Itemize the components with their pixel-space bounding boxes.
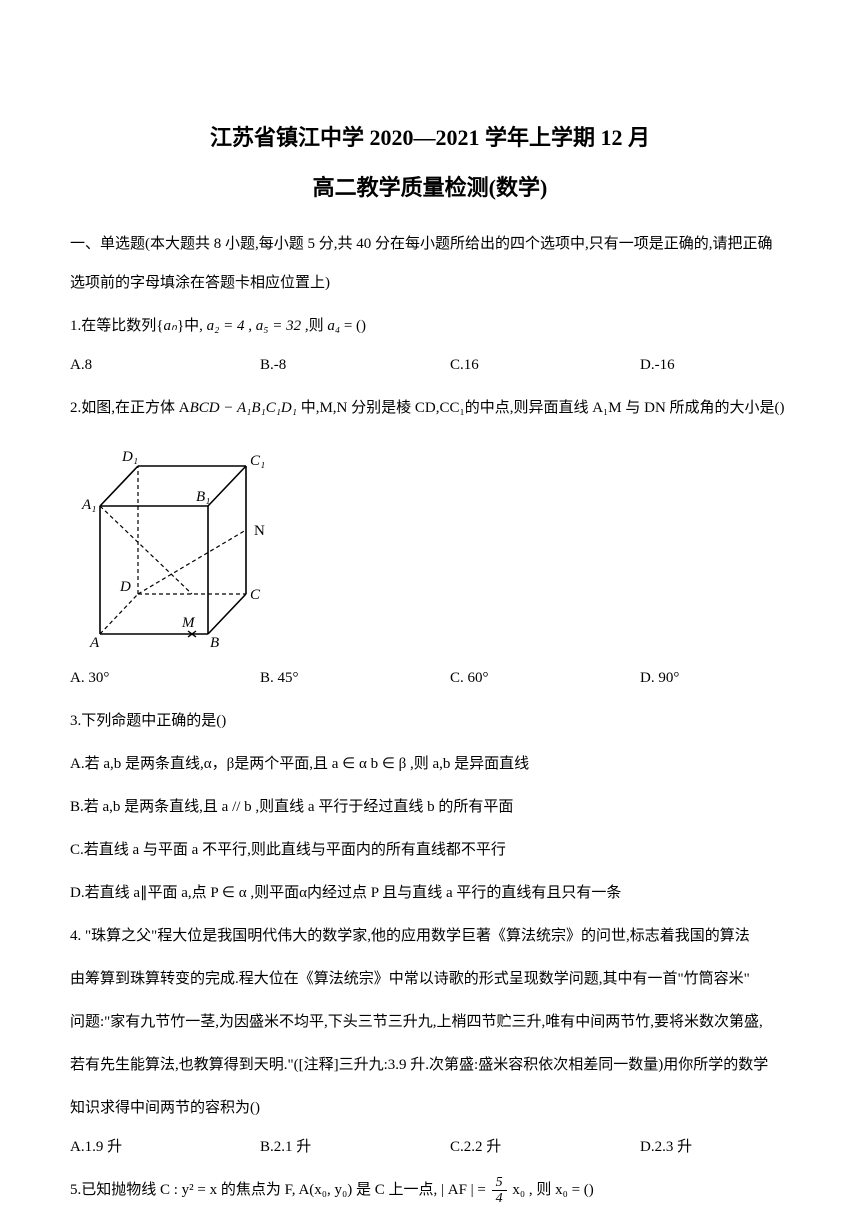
q1-option-b: B.-8 bbox=[260, 349, 450, 382]
svg-text:N: N bbox=[254, 523, 265, 539]
cube-figure: A B C D A₁ B₁ C₁ D₁ M N bbox=[78, 439, 790, 654]
q5-mid: x₀ , 则 x₀ = () bbox=[509, 1182, 594, 1198]
svg-text:C₁: C₁ bbox=[250, 453, 265, 469]
question-2: 2.如图,在正方体 ABCD − A₁B₁C₁D₁ 中,M,N 分别是棱 CD,… bbox=[70, 392, 790, 425]
q2-option-a: A. 30° bbox=[70, 662, 260, 695]
q1-a2: a₂ = 4 bbox=[207, 318, 245, 334]
q5-frac-den: 4 bbox=[492, 1191, 507, 1206]
q1-pre: 1.在等比数列{ bbox=[70, 318, 163, 334]
q1-a4: a₄ bbox=[327, 318, 340, 334]
q1-an: aₙ bbox=[163, 318, 176, 334]
svg-text:B: B bbox=[210, 635, 219, 649]
q1-eq: = () bbox=[340, 318, 366, 334]
q4-l4: 若有先生能算法,也教算得到天明."([注释]三升九:3.9 升.次第盛:盛米容积… bbox=[70, 1049, 790, 1082]
q2-options: A. 30° B. 45° C. 60° D. 90° bbox=[70, 662, 790, 695]
q4-l3: 问题:"家有九节竹一茎,为因盛米不均平,下头三节三升九,上梢四节贮三升,唯有中间… bbox=[70, 1006, 790, 1039]
q2-option-d: D. 90° bbox=[640, 662, 790, 695]
q4-option-b: B.2.1 升 bbox=[260, 1131, 450, 1164]
svg-text:B₁: B₁ bbox=[196, 489, 210, 505]
q2-option-c: C. 60° bbox=[450, 662, 640, 695]
question-5: 5.已知抛物线 C : y² = x 的焦点为 F, A(x₀, y₀) 是 C… bbox=[70, 1174, 790, 1207]
q4-l2: 由筹算到珠算转变的完成.程大位在《算法统宗》中常以诗歌的形式呈现数学问题,其中有… bbox=[70, 963, 790, 996]
q3-option-b: B.若 a,b 是两条直线,且 a // b ,则直线 a 平行于经过直线 b … bbox=[70, 791, 790, 824]
question-3: 3.下列命题中正确的是() bbox=[70, 705, 790, 738]
q1-option-d: D.-16 bbox=[640, 349, 790, 382]
section-instructions-l1: 一、单选题(本大题共 8 小题,每小题 5 分,共 40 分在每小题所给出的四个… bbox=[70, 228, 790, 261]
svg-text:C: C bbox=[250, 587, 261, 603]
q5-pre: 5.已知抛物线 C : y² = x 的焦点为 F, A(x₀, y₀) 是 C… bbox=[70, 1182, 490, 1198]
section-instructions-l2: 选项前的字母填涂在答题卡相应位置上) bbox=[70, 267, 790, 300]
q5-frac-num: 5 bbox=[492, 1175, 507, 1191]
title-line-2: 高二教学质量检测(数学) bbox=[70, 170, 790, 202]
q1-a5: a₅ = 32 bbox=[256, 318, 301, 334]
q3-option-c: C.若直线 a 与平面 a 不平行,则此直线与平面内的所有直线都不平行 bbox=[70, 834, 790, 867]
svg-text:A₁: A₁ bbox=[81, 497, 96, 513]
q4-l1: 4. "珠算之父"程大位是我国明代伟大的数学家,他的应用数学巨著《算法统宗》的问… bbox=[70, 920, 790, 953]
q2-pre: 2.如图,在正方体 A bbox=[70, 400, 190, 416]
q1-option-a: A.8 bbox=[70, 349, 260, 382]
svg-text:A: A bbox=[89, 635, 100, 649]
svg-text:D₁: D₁ bbox=[121, 449, 138, 465]
q1-c1: , bbox=[244, 318, 255, 334]
q1-options: A.8 B.-8 C.16 D.-16 bbox=[70, 349, 790, 382]
cube-svg: A B C D A₁ B₁ C₁ D₁ M N bbox=[78, 439, 288, 649]
svg-text:M: M bbox=[181, 615, 196, 631]
q5-fraction: 54 bbox=[492, 1175, 507, 1207]
q4-option-c: C.2.2 升 bbox=[450, 1131, 640, 1164]
q2-mid: 中,M,N 分别是棱 CD,CC₁的中点,则异面直线 A₁M 与 DN 所成角的… bbox=[297, 400, 785, 416]
q4-option-a: A.1.9 升 bbox=[70, 1131, 260, 1164]
q2-abcd: BCD − A₁B₁C₁D₁ bbox=[190, 400, 297, 416]
q3-option-a: A.若 a,b 是两条直线,α，β是两个平面,且 a ∈ α b ∈ β ,则 … bbox=[70, 748, 790, 781]
q1-option-c: C.16 bbox=[450, 349, 640, 382]
title-line-1: 江苏省镇江中学 2020—2021 学年上学期 12 月 bbox=[70, 120, 790, 152]
q1-mid: }中, bbox=[177, 318, 207, 334]
q3-option-d: D.若直线 a∥平面 a,点 P ∈ α ,则平面α内经过点 P 且与直线 a … bbox=[70, 877, 790, 910]
q2-option-b: B. 45° bbox=[260, 662, 450, 695]
q4-options: A.1.9 升 B.2.1 升 C.2.2 升 D.2.3 升 bbox=[70, 1131, 790, 1164]
q4-l5: 知识求得中间两节的容积为() bbox=[70, 1092, 790, 1125]
q4-option-d: D.2.3 升 bbox=[640, 1131, 790, 1164]
q1-after: ,则 bbox=[301, 318, 327, 334]
question-1: 1.在等比数列{aₙ}中, a₂ = 4 , a₅ = 32 ,则 a₄ = (… bbox=[70, 310, 790, 343]
svg-text:D: D bbox=[119, 579, 131, 595]
